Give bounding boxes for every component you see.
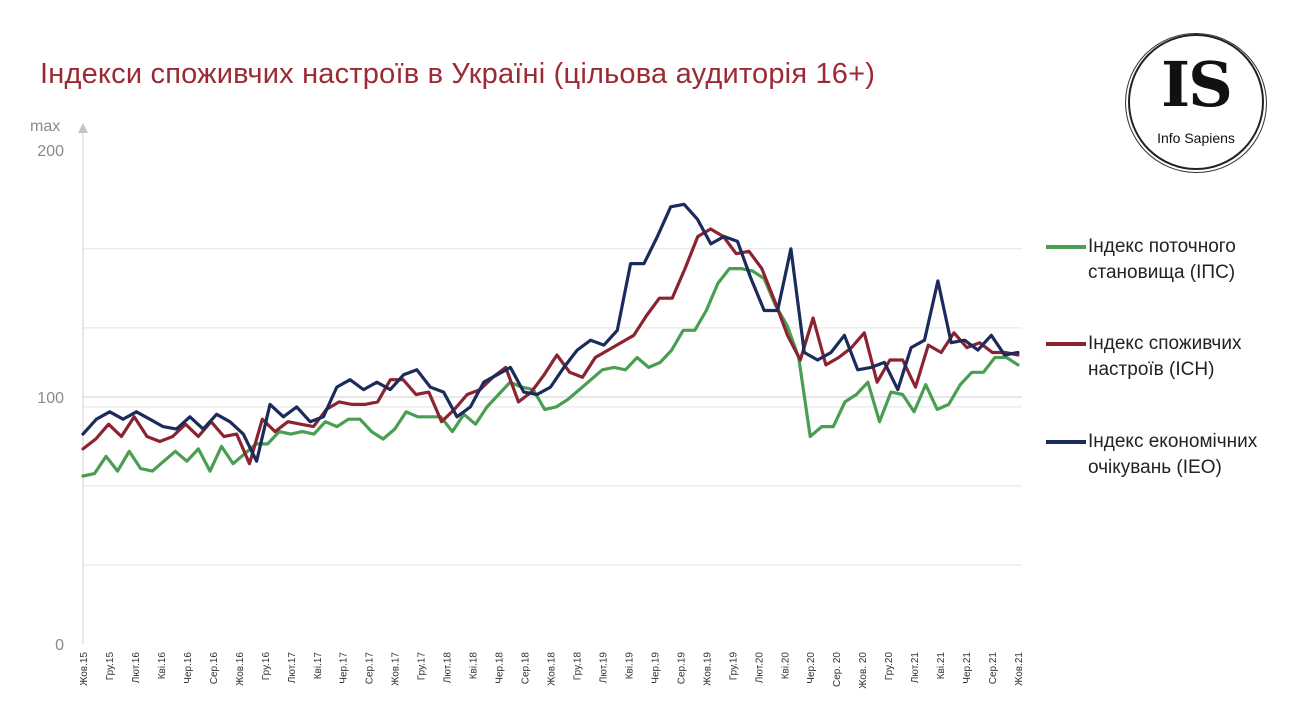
x-tick-label: Кві.18 — [469, 652, 480, 680]
series-lines — [81, 202, 1020, 478]
legend-swatch-ips — [1046, 245, 1086, 249]
y-tick-label: 100 — [37, 390, 64, 407]
y-axis-arrow-icon — [78, 123, 88, 133]
y-tick-label: 200 — [37, 143, 64, 160]
legend-label-ieo: Індекс економічних очікувань (ІЕО) — [1088, 431, 1258, 478]
x-tick-label: Гру.17 — [417, 652, 428, 681]
x-tick-label: Сер.18 — [521, 652, 532, 685]
legend-label-ips: Індекс поточного становища (ІПС) — [1088, 236, 1236, 283]
x-tick-label: Кві.21 — [936, 652, 947, 680]
x-tick-label: Жов.15 — [79, 652, 90, 686]
x-tick-label: Сер.17 — [365, 652, 376, 685]
x-tick-label: Кві.19 — [624, 652, 635, 680]
x-tick-label: Жов.16 — [235, 652, 246, 686]
x-tick-label: Сер. 20 — [832, 652, 843, 687]
axes — [78, 123, 88, 644]
x-tick-label: Чер.18 — [495, 652, 506, 684]
chart-title: Індекси споживчих настроїв в Україні (ці… — [40, 58, 876, 90]
legend-swatch-isn — [1046, 342, 1086, 346]
series-line-ieo — [81, 202, 1020, 463]
x-tick-label: Кві.17 — [313, 652, 324, 680]
tick-labels: max 0 100 200 Жов.15 Гру.15 Лют.16 Кві.16 Чер.16… — [30, 118, 1025, 689]
x-tick-label: Жов.21 — [1014, 652, 1025, 686]
x-tick-label: Гру.15 — [105, 652, 116, 681]
x-tick-label: Гру.19 — [728, 652, 739, 681]
y-tick-label: 0 — [55, 637, 64, 654]
x-tick-label: Лют.17 — [287, 652, 298, 684]
series-line-ips — [81, 267, 1020, 478]
x-tick-label: Жов.17 — [391, 652, 402, 686]
x-tick-label: Чер.20 — [806, 652, 817, 684]
x-tick-label: Чер.17 — [339, 652, 350, 684]
info-sapiens-logo: IS Info Sapiens — [1128, 34, 1264, 170]
x-tick-label: Лют.16 — [131, 652, 142, 684]
logo-mark: IS — [1161, 48, 1233, 121]
x-tick-label: Чер.21 — [962, 652, 973, 684]
x-tick-label: Лют.18 — [443, 652, 454, 684]
series-line-isn — [81, 227, 1020, 466]
y-axis-max-label: max — [30, 118, 60, 135]
x-tick-label: Сер.16 — [209, 652, 220, 685]
logo-text: Info Sapiens — [1157, 130, 1235, 146]
legend-swatch-ieo — [1046, 440, 1086, 444]
x-tick-label: Чер.16 — [183, 652, 194, 684]
x-tick-label: Сер.19 — [676, 652, 687, 685]
x-tick-label: Кві.20 — [780, 652, 791, 680]
x-tick-label: Гру.16 — [261, 652, 272, 681]
x-tick-label: Жов. 20 — [858, 652, 869, 689]
x-tick-label: Лют.19 — [598, 652, 609, 684]
x-tick-label: Кві.16 — [157, 652, 168, 680]
x-tick-label: Чер.19 — [650, 652, 661, 684]
x-tick-label: Жов.18 — [547, 652, 558, 686]
x-tick-label: Жов.19 — [702, 652, 713, 686]
legend-label-isn: Індекс споживчих настроїв (ІСН) — [1088, 333, 1242, 380]
x-tick-label: Гру.18 — [572, 652, 583, 681]
x-tick-label: Сер.21 — [988, 652, 999, 685]
x-tick-label: Лют.20 — [754, 652, 765, 684]
x-tick-label: Гру.20 — [884, 652, 895, 681]
x-tick-label: Лют.21 — [910, 652, 921, 684]
